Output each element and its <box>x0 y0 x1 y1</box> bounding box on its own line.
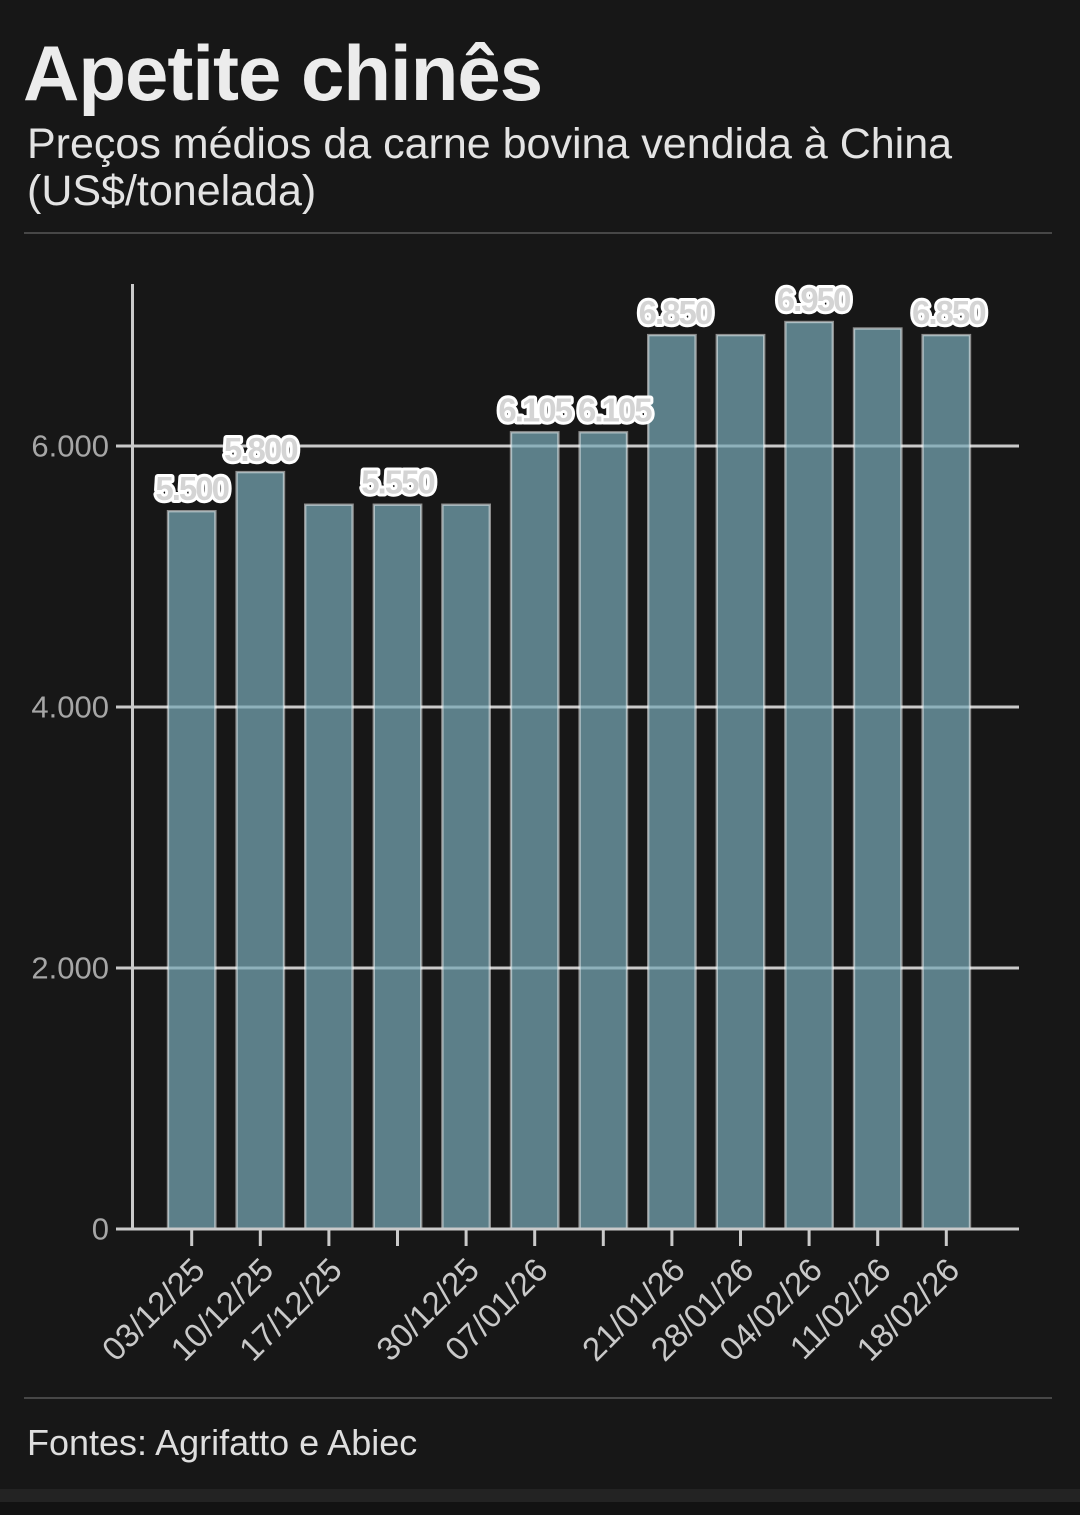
svg-text:6.850: 6.850 <box>912 294 985 331</box>
svg-text:6.000: 6.000 <box>31 429 109 464</box>
svg-text:6.105: 6.105 <box>498 391 572 428</box>
svg-text:6.105: 6.105 <box>578 391 652 428</box>
svg-text:6.850: 6.850 <box>639 294 712 331</box>
svg-text:2.000: 2.000 <box>31 951 109 986</box>
svg-text:6.950: 6.950 <box>777 281 850 318</box>
svg-text:4.000: 4.000 <box>31 690 109 725</box>
svg-text:5.550: 5.550 <box>361 464 434 501</box>
svg-text:5.500: 5.500 <box>155 470 228 507</box>
svg-text:0: 0 <box>92 1212 109 1247</box>
svg-text:5.800: 5.800 <box>224 431 297 468</box>
